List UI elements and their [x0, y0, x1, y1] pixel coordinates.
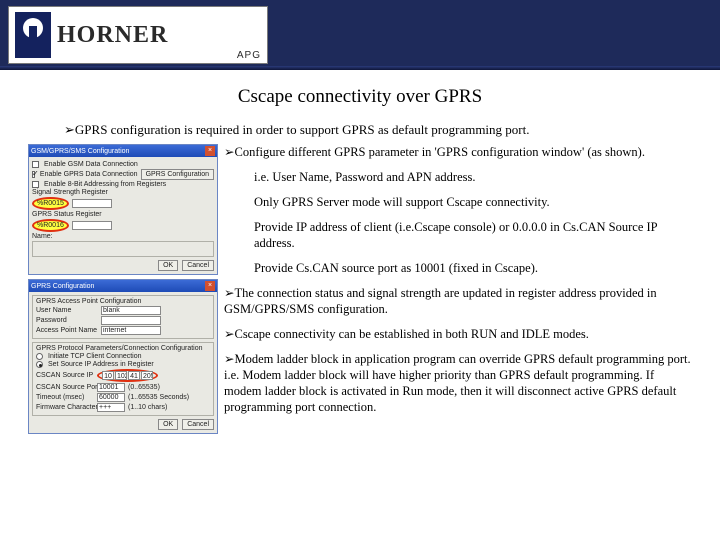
enable-8bit-label: Enable 8-Bit Addressing from Registers	[44, 181, 166, 188]
sub-p1d: Provide Cs.CAN source port as 10001 (fix…	[254, 260, 692, 276]
signal-strength-field[interactable]	[72, 199, 112, 208]
text-column: ➢Configure different GPRS parameter in '…	[224, 144, 692, 434]
intro-bullet: ➢GPRS configuration is required in order…	[64, 122, 692, 138]
ok-button[interactable]: OK	[158, 419, 178, 430]
gprs-config-window: GPRS Configuration × GPRS Access Point C…	[28, 279, 218, 434]
note-box	[32, 241, 214, 257]
password-input[interactable]	[101, 316, 161, 325]
username-input[interactable]: blank	[101, 306, 161, 315]
signal-strength-row: Signal Strength Register	[32, 189, 214, 196]
apn-group-label: GPRS Access Point Configuration	[36, 298, 210, 305]
signal-strength-value[interactable]: %R0015	[32, 197, 69, 210]
logo-text: HORNER	[57, 22, 267, 49]
close-icon[interactable]: ×	[205, 281, 215, 291]
username-label: User Name	[36, 307, 98, 314]
src-port-input[interactable]: 10001	[97, 383, 125, 392]
source-ip-row: CSCAN Source IP 10 102 41 205	[36, 369, 210, 382]
ip-octet-4[interactable]: 205	[141, 371, 153, 380]
bullet-p3: ➢Cscape connectivity can be established …	[224, 326, 692, 342]
src-ip-reg-label: Set Source IP Address in Register	[48, 361, 154, 368]
timeout-note: (1..65535 Seconds)	[128, 394, 189, 401]
timeout-label: Timeout (msec)	[36, 394, 94, 401]
checkbox-icon[interactable]	[32, 161, 39, 168]
apn-label: Access Point Name	[36, 327, 98, 334]
status-register-row: GPRS Status Register	[32, 211, 214, 218]
logo-icon	[15, 12, 51, 58]
gsm-config-window: GSM/GPRS/SMS Configuration × Enable GSM …	[28, 144, 218, 275]
fwchar-note: (1..10 chars)	[128, 404, 167, 411]
fwchar-input[interactable]: +++	[97, 403, 125, 412]
close-icon[interactable]: ×	[205, 146, 215, 156]
enable-gprs-label: Enable GPRS Data Connection	[40, 171, 138, 178]
ip-octet-1[interactable]: 10	[102, 371, 114, 380]
page-content: Cscape connectivity over GPRS ➢GPRS conf…	[0, 70, 720, 444]
ip-octet-2[interactable]: 102	[115, 371, 127, 380]
ip-oval: 10 102 41 205	[97, 369, 158, 382]
sub-p1b: Only GPRS Server mode will support Cscap…	[254, 194, 692, 210]
name-label: Name:	[32, 233, 53, 240]
intro-text: GPRS configuration is required in order …	[75, 122, 530, 137]
ok-button[interactable]: OK	[158, 260, 178, 271]
checkbox-icon[interactable]	[32, 171, 35, 178]
src-port-note: (0..65535)	[128, 384, 160, 391]
status-register-field[interactable]	[72, 221, 112, 230]
password-label: Password	[36, 317, 98, 324]
ip-octet-3[interactable]: 41	[128, 371, 140, 380]
gprs-config-button[interactable]: GPRS Configuration	[141, 169, 214, 180]
radio-icon[interactable]	[36, 353, 43, 360]
bullet-p1: ➢Configure different GPRS parameter in '…	[224, 144, 692, 160]
logo-plate: HORNER APG	[8, 6, 268, 64]
gprs-config-titlebar[interactable]: GPRS Configuration ×	[29, 280, 217, 292]
page-title: Cscape connectivity over GPRS	[28, 86, 692, 108]
checkbox-icon[interactable]	[32, 181, 39, 188]
header-bar: HORNER APG	[0, 0, 720, 70]
sub-p1a: i.e. User Name, Password and APN address…	[254, 169, 692, 185]
gprs-config-title: GPRS Configuration	[31, 283, 94, 290]
tcp-client-label: Initiate TCP Client Connection	[48, 353, 142, 360]
gsm-config-titlebar[interactable]: GSM/GPRS/SMS Configuration ×	[29, 145, 217, 157]
radio-icon[interactable]	[36, 361, 43, 368]
gsm-config-title: GSM/GPRS/SMS Configuration	[31, 148, 129, 155]
screenshot-column: GSM/GPRS/SMS Configuration × Enable GSM …	[28, 144, 218, 434]
status-register-value[interactable]: %R0016	[32, 219, 69, 232]
protocol-group: GPRS Protocol Parameters/Connection Conf…	[32, 342, 214, 416]
timeout-input[interactable]: 60000	[97, 393, 125, 402]
src-port-label: CSCAN Source Port	[36, 384, 94, 391]
fwchar-label: Firmware Character	[36, 404, 94, 411]
cancel-button[interactable]: Cancel	[182, 260, 214, 271]
protocol-group-label: GPRS Protocol Parameters/Connection Conf…	[36, 345, 210, 352]
sub-p1c: Provide IP address of client (i.e.Cscape…	[254, 219, 692, 251]
enable-gsm-label: Enable GSM Data Connection	[44, 161, 138, 168]
apn-group: GPRS Access Point Configuration User Nam…	[32, 295, 214, 339]
logo-subtext: APG	[237, 50, 261, 61]
bullet-p4: ➢Modem ladder block in application progr…	[224, 351, 692, 415]
cancel-button[interactable]: Cancel	[182, 419, 214, 430]
apn-input[interactable]: internet	[101, 326, 161, 335]
bullet-p2: ➢The connection status and signal streng…	[224, 285, 692, 317]
